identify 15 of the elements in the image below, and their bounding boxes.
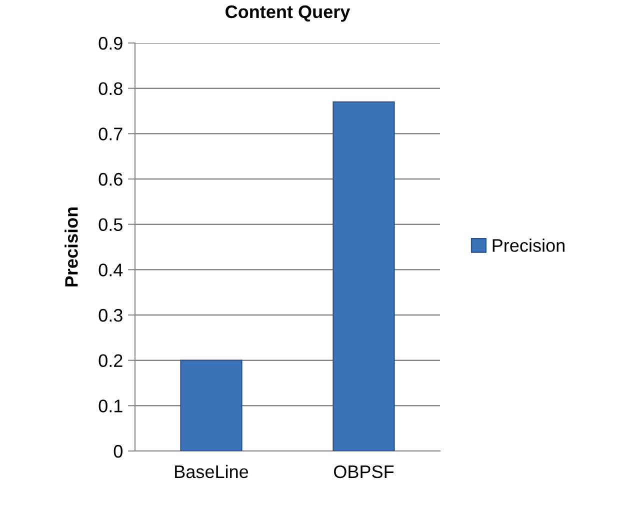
x-tick-label: OBPSF [334,465,394,478]
y-tick-label: 0.5 [98,218,122,232]
y-tick-label: 0.4 [98,264,123,276]
legend-label: Precision [492,238,564,252]
y-tick-label: 0.7 [98,128,122,140]
y-tick-label: 0 [114,444,122,458]
y-tick-label: 0.6 [98,172,122,186]
y-tick-label: 0.1 [98,400,122,412]
x-tick-label: BaseLine [175,464,248,478]
y-tick-label: 0.8 [98,82,122,96]
y-tick-label: 0.9 [98,36,122,50]
y-tick-label: 0.2 [98,354,122,368]
y-tick-label: 0.3 [98,308,122,322]
y-axis-title: Precision [64,207,78,286]
chart-title: Content Query [226,5,350,22]
